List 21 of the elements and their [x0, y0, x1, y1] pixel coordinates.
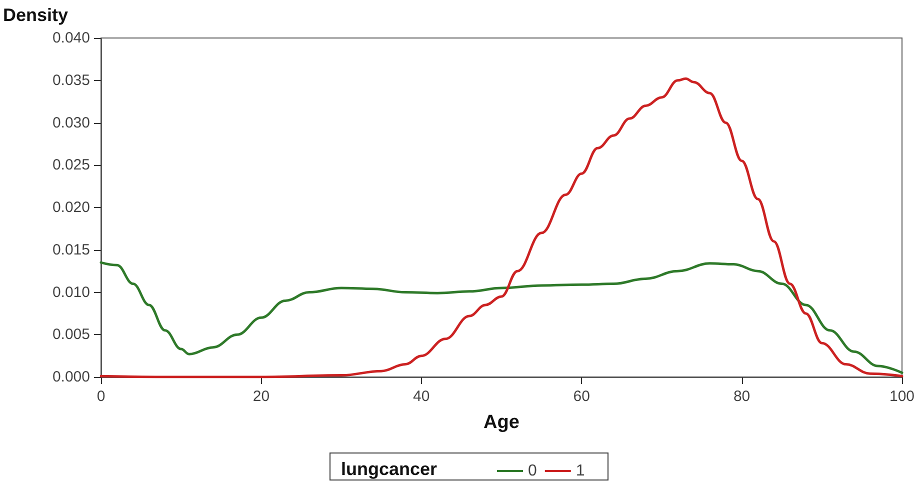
y-tick-label: 0.035 [52, 72, 90, 89]
y-tick-label: 0.030 [52, 114, 90, 132]
y-tick-label: 0.010 [52, 284, 90, 301]
x-tick-label: 40 [413, 388, 430, 405]
y-tick-label: 0.025 [52, 156, 90, 174]
y-tick-label: 0.020 [52, 199, 90, 216]
y-tick-label: 0.005 [52, 326, 90, 344]
legend-label: 0 [528, 462, 537, 480]
line-series [100, 261, 904, 374]
x-tick-label: 80 [733, 388, 750, 405]
y-tick-label: 0.015 [52, 241, 90, 258]
x-tick-label: 100 [889, 388, 915, 405]
legend-label: 1 [576, 462, 585, 480]
y-axis-title: Density [3, 5, 68, 25]
x-tick-label: 20 [252, 388, 270, 405]
y-tick-label: 0.040 [52, 30, 90, 46]
x-axis-title: Age [484, 412, 520, 433]
legend-title: lungcancer [341, 459, 438, 479]
x-tick-label: 0 [96, 388, 106, 405]
y-tick-label: 0.000 [52, 368, 90, 386]
x-tick-label: 60 [573, 388, 590, 405]
